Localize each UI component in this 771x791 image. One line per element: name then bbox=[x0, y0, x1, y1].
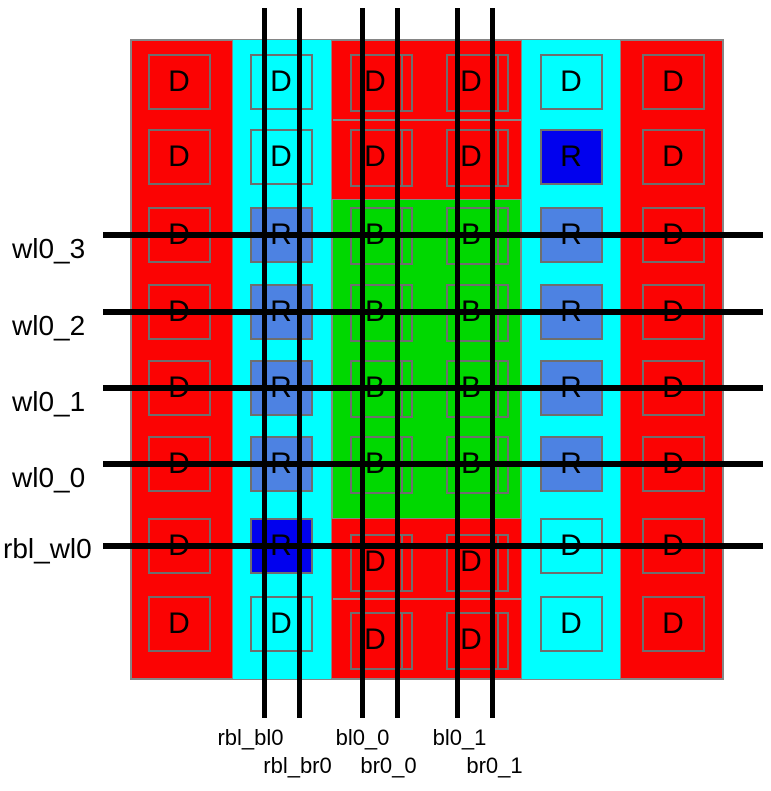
dummy-row-boundary-top bbox=[333, 119, 521, 121]
cell-letter: D bbox=[364, 140, 386, 173]
array-cell-boundary bbox=[641, 596, 705, 652]
cell-letter: D bbox=[270, 607, 292, 640]
cell-letter: D bbox=[662, 140, 684, 173]
cell-letter: D bbox=[168, 607, 190, 640]
array-cell-boundary bbox=[539, 596, 603, 652]
bitline-rbl_bl0 bbox=[262, 8, 267, 718]
wordline-label-wl0_2: wl0_2 bbox=[12, 310, 86, 341]
array-cell-boundary bbox=[249, 596, 313, 652]
cell-letter: D bbox=[270, 140, 292, 173]
cell-letter: D bbox=[364, 65, 386, 98]
cell-letter: D bbox=[460, 623, 482, 656]
bitline-label-rbl_br0: rbl_br0 bbox=[263, 753, 332, 778]
cell-letter: D bbox=[168, 140, 190, 173]
array-cell-boundary bbox=[539, 129, 603, 185]
cell-letter: D bbox=[460, 140, 482, 173]
bitline-bl0_0 bbox=[360, 8, 365, 718]
array-cell-boundary bbox=[147, 54, 211, 110]
wordline-label-wl0_3: wl0_3 bbox=[12, 233, 86, 264]
array-cell-boundary bbox=[249, 54, 313, 110]
cell-letter: D bbox=[662, 607, 684, 640]
bitline-br0_0 bbox=[395, 8, 400, 718]
bitline-br0_1 bbox=[490, 8, 495, 718]
bitline-label-bl0_0: bl0_0 bbox=[335, 725, 390, 750]
bitline-label-rbl_bl0: rbl_bl0 bbox=[217, 725, 284, 750]
cell-letter: D bbox=[460, 545, 482, 578]
wordline-wl0_1 bbox=[103, 385, 763, 391]
wordline-label-wl0_0: wl0_0 bbox=[12, 462, 86, 493]
cell-letter: D bbox=[560, 607, 582, 640]
cell-letter: D bbox=[364, 623, 386, 656]
bitline-label-br0_1: br0_1 bbox=[466, 753, 523, 778]
cell-letter: D bbox=[270, 65, 292, 98]
array-cell-boundary bbox=[147, 596, 211, 652]
bitline-rbl_br0 bbox=[297, 8, 302, 718]
wordline-rbl_wl0 bbox=[103, 543, 763, 549]
cell-letter: D bbox=[168, 65, 190, 98]
cell-letter: D bbox=[662, 65, 684, 98]
wordline-wl0_0 bbox=[103, 461, 763, 467]
array-cell-boundary bbox=[641, 129, 705, 185]
wordline-label-wl0_1: wl0_1 bbox=[12, 386, 86, 417]
bitline-bl0_1 bbox=[455, 8, 460, 718]
dummy-row-boundary-bottom bbox=[333, 598, 521, 600]
bitline-label-bl0_1: bl0_1 bbox=[432, 725, 487, 750]
cell-letter: D bbox=[560, 65, 582, 98]
wordline-label-rbl_wl0: rbl_wl0 bbox=[3, 533, 92, 564]
cell-letter: R bbox=[560, 140, 582, 173]
array-cell-boundary bbox=[539, 54, 603, 110]
cell-letter: D bbox=[460, 65, 482, 98]
array-cell-boundary bbox=[147, 129, 211, 185]
wordline-wl0_2 bbox=[103, 309, 763, 315]
wordline-wl0_3 bbox=[103, 232, 763, 238]
bitline-label-br0_0: br0_0 bbox=[360, 753, 417, 778]
array-cell-boundary bbox=[641, 54, 705, 110]
cell-letter: D bbox=[364, 545, 386, 578]
array-cell-boundary bbox=[249, 129, 313, 185]
